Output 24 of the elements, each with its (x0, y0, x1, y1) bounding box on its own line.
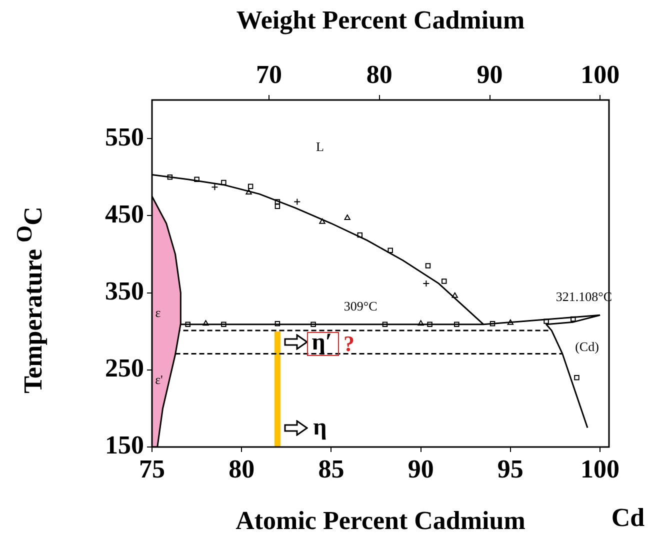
x-tick-label: 90 (408, 454, 434, 484)
y-tick-label: 550 (105, 122, 144, 152)
x-tick-label: 85 (318, 454, 344, 484)
x2-tick-label: 100 (580, 60, 620, 90)
y-tick-label: 450 (105, 199, 144, 228)
x-tick-label: 80 (228, 454, 255, 484)
x2-tick-label: 80 (366, 60, 392, 90)
annotation: η′ (312, 330, 332, 356)
annotation: (Cd) (575, 339, 599, 355)
x2-tick-label: 70 (256, 60, 282, 90)
x2-axis-title: Weight Percent Cadmium (236, 5, 526, 34)
annotation: ? (344, 331, 354, 357)
y-tick-label: 350 (105, 276, 144, 306)
x2-tick-label: 90 (476, 60, 503, 90)
annotation: ε' (155, 372, 163, 388)
text: Cd (611, 503, 645, 533)
annotation: η (313, 414, 327, 442)
annotation: ε (155, 305, 161, 321)
annotation: 309°C (344, 298, 378, 314)
y-tick-label: 250 (105, 354, 144, 383)
x-tick-label: 100 (580, 454, 620, 484)
x-tick-label: 95 (497, 454, 524, 484)
annotation: L (316, 139, 324, 155)
x-axis-title: Atomic Percent Cadmium (236, 506, 526, 536)
